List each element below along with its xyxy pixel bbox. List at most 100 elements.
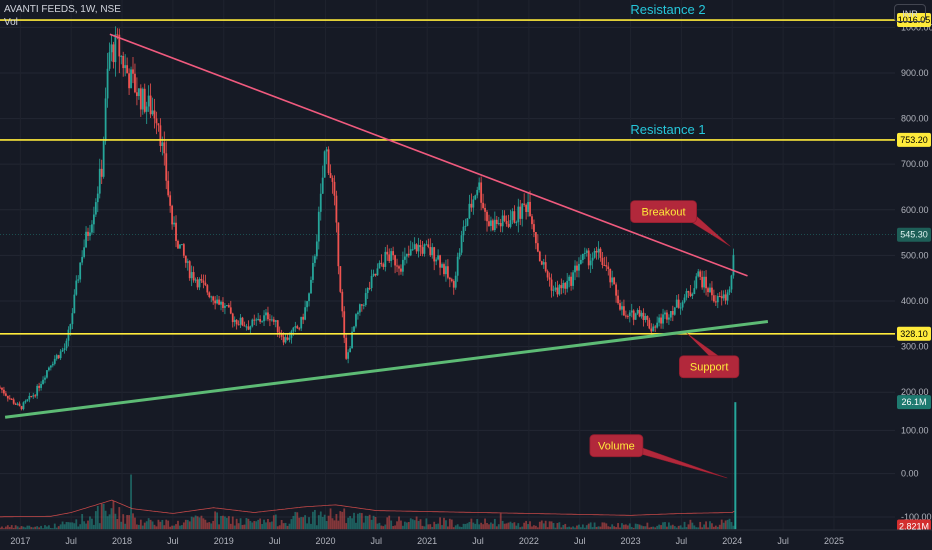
candle xyxy=(724,289,727,305)
volume-bar xyxy=(347,517,350,530)
candle xyxy=(284,334,287,344)
volume-bar xyxy=(180,525,183,530)
volume-bar xyxy=(118,507,121,530)
volume-bar xyxy=(200,515,203,530)
candle-body xyxy=(486,211,488,222)
volume-bar xyxy=(499,513,502,530)
candle-body xyxy=(124,65,127,69)
volume-bar xyxy=(331,518,334,530)
volume-bar xyxy=(237,523,240,530)
candle xyxy=(12,397,15,405)
candle xyxy=(341,289,344,318)
candle xyxy=(675,295,678,308)
time-tick-label: 2024 xyxy=(722,536,742,546)
candle-body xyxy=(628,312,631,317)
candle xyxy=(726,289,729,305)
candle xyxy=(102,136,105,179)
candle xyxy=(728,286,731,296)
candle xyxy=(368,281,371,291)
candle xyxy=(313,254,316,267)
volume-bar xyxy=(42,528,44,530)
candle xyxy=(92,206,95,234)
volume-bar xyxy=(65,522,68,530)
candle xyxy=(607,262,610,276)
volume-bar xyxy=(175,524,177,530)
volume-tick-label: -100.00 xyxy=(901,512,932,522)
volume-bar xyxy=(376,523,379,530)
volume-bar xyxy=(558,522,561,530)
candle xyxy=(394,254,396,274)
time-tick-label: 2022 xyxy=(519,536,539,546)
candle-body xyxy=(452,281,455,288)
volume-bar xyxy=(249,520,252,530)
candle xyxy=(718,292,721,298)
volume-bar xyxy=(540,520,543,530)
candle xyxy=(147,85,150,112)
volume-bar xyxy=(315,525,318,530)
candle-body xyxy=(732,254,735,276)
candle-body xyxy=(276,320,279,333)
candle xyxy=(443,262,445,277)
volume-bar xyxy=(382,526,385,530)
candle xyxy=(403,247,406,266)
candle xyxy=(126,57,129,74)
candle-body xyxy=(429,247,432,256)
volume-bar xyxy=(595,526,598,530)
candle-body xyxy=(188,261,191,279)
candle xyxy=(46,369,48,379)
candle-body xyxy=(669,310,672,318)
volume-bar xyxy=(730,522,733,530)
candle-body xyxy=(630,310,633,313)
volume-bar xyxy=(14,525,17,530)
volume-bar xyxy=(675,527,678,530)
candle-body xyxy=(519,206,522,219)
candle xyxy=(452,279,455,295)
volume-bar xyxy=(122,514,125,530)
volume-bar xyxy=(681,527,684,530)
candle-body xyxy=(509,220,512,227)
candle xyxy=(390,248,393,268)
volume-bar xyxy=(0,527,1,530)
candle-body xyxy=(351,331,353,349)
volume-bar xyxy=(728,518,731,530)
volume-bar xyxy=(157,519,160,530)
volume-bar xyxy=(673,526,676,530)
candle-body xyxy=(98,168,101,194)
volume-bar xyxy=(353,512,355,530)
volume-bar xyxy=(407,522,410,530)
candle-body xyxy=(654,326,657,328)
candle xyxy=(523,193,526,207)
price-tag-box xyxy=(897,395,931,410)
candle-body xyxy=(167,180,170,196)
candle-body xyxy=(122,55,125,69)
volume-bar xyxy=(306,523,308,530)
candle xyxy=(638,306,641,318)
candle xyxy=(231,312,234,328)
candle-body xyxy=(372,273,375,276)
volume-bar xyxy=(546,527,549,530)
volume-bar xyxy=(431,527,434,530)
candle-body xyxy=(280,333,283,337)
volume-bar xyxy=(282,523,285,530)
volume-bar xyxy=(411,519,414,530)
candle-body xyxy=(263,315,265,322)
candle xyxy=(204,274,207,287)
currency-button[interactable]: INR xyxy=(894,4,926,22)
candle-body xyxy=(1,387,3,390)
candle-body xyxy=(683,297,686,303)
volume-bar xyxy=(224,516,226,530)
annotation-box xyxy=(630,200,697,224)
candle-body xyxy=(579,259,582,264)
candle-body xyxy=(695,276,698,289)
candle xyxy=(491,218,494,232)
candle-body xyxy=(94,202,97,215)
candle xyxy=(664,310,666,320)
candle xyxy=(77,275,80,284)
candle xyxy=(296,324,299,329)
volume-bar xyxy=(362,522,365,530)
candle-body xyxy=(521,203,524,219)
candle xyxy=(445,259,447,282)
candle-body xyxy=(456,256,459,276)
